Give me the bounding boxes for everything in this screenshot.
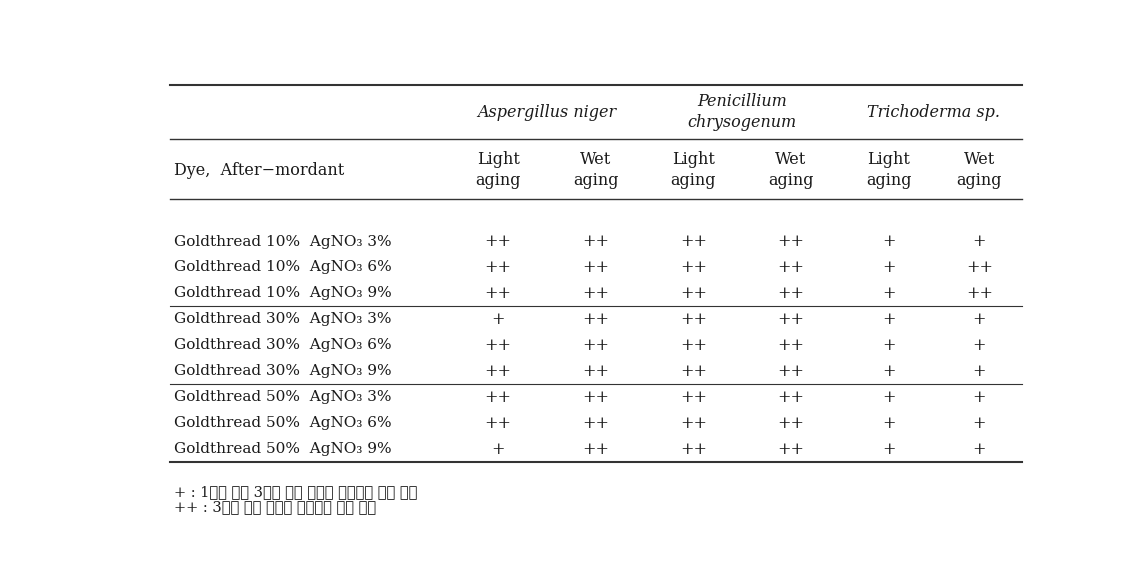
Text: Goldthread 50%  AgNO₃ 6%: Goldthread 50% AgNO₃ 6% [174, 416, 392, 430]
Text: ++: ++ [966, 259, 993, 276]
Text: ++: ++ [777, 233, 805, 250]
Text: Light
aging: Light aging [475, 152, 521, 189]
Text: ++: ++ [484, 363, 512, 380]
Text: +: + [491, 440, 505, 458]
Text: +: + [882, 233, 895, 250]
Text: ++: ++ [777, 415, 805, 432]
Text: Wet
aging: Wet aging [768, 152, 814, 189]
Text: ++: ++ [484, 389, 512, 406]
Text: +: + [973, 337, 986, 354]
Text: Goldthread 30%  AgNO₃ 3%: Goldthread 30% AgNO₃ 3% [174, 313, 392, 327]
Text: ++: ++ [582, 259, 609, 276]
Text: +: + [973, 440, 986, 458]
Text: Dye,  After−mordant: Dye, After−mordant [174, 162, 345, 179]
Text: ++: ++ [582, 389, 609, 406]
Text: +: + [882, 311, 895, 328]
Text: Goldthread 50%  AgNO₃ 9%: Goldthread 50% AgNO₃ 9% [174, 442, 392, 456]
Text: Goldthread 10%  AgNO₃ 6%: Goldthread 10% AgNO₃ 6% [174, 260, 392, 274]
Text: +: + [973, 415, 986, 432]
Text: Aspergillus niger: Aspergillus niger [477, 104, 616, 121]
Text: ++: ++ [680, 311, 706, 328]
Text: ++: ++ [582, 337, 609, 354]
Text: ++: ++ [680, 337, 706, 354]
Text: ++: ++ [582, 440, 609, 458]
Text: ++: ++ [680, 259, 706, 276]
Text: ++: ++ [582, 415, 609, 432]
Text: ++: ++ [777, 337, 805, 354]
Text: Goldthread 30%  AgNO₃ 9%: Goldthread 30% AgNO₃ 9% [174, 364, 392, 378]
Text: Light
aging: Light aging [866, 152, 911, 189]
Text: ++: ++ [484, 415, 512, 432]
Text: +: + [882, 259, 895, 276]
Text: +: + [973, 389, 986, 406]
Text: ++: ++ [777, 389, 805, 406]
Text: +: + [882, 285, 895, 302]
Text: Penicillium
chrysogenum: Penicillium chrysogenum [687, 94, 797, 131]
Text: ++: ++ [777, 311, 805, 328]
Text: + : 1주일 이상 3주일 미만 포자가 관찰되지 않는 시편: + : 1주일 이상 3주일 미만 포자가 관찰되지 않는 시편 [174, 486, 418, 500]
Text: Trichoderma sp.: Trichoderma sp. [868, 104, 1001, 121]
Text: ++: ++ [680, 285, 706, 302]
Text: ++: ++ [582, 233, 609, 250]
Text: +: + [882, 363, 895, 380]
Text: ++: ++ [680, 363, 706, 380]
Text: ++: ++ [680, 233, 706, 250]
Text: ++: ++ [582, 363, 609, 380]
Text: ++: ++ [680, 415, 706, 432]
Text: Wet
aging: Wet aging [572, 152, 618, 189]
Text: +: + [491, 311, 505, 328]
Text: ++: ++ [777, 285, 805, 302]
Text: ++ : 3주일 이상 포자가 관찰되지 않는 시편: ++ : 3주일 이상 포자가 관찰되지 않는 시편 [174, 500, 377, 514]
Text: ++: ++ [680, 440, 706, 458]
Text: ++: ++ [582, 311, 609, 328]
Text: +: + [973, 363, 986, 380]
Text: ++: ++ [680, 389, 706, 406]
Text: ++: ++ [484, 233, 512, 250]
Text: ++: ++ [484, 259, 512, 276]
Text: +: + [973, 311, 986, 328]
Text: ++: ++ [777, 259, 805, 276]
Text: ++: ++ [966, 285, 993, 302]
Text: Goldthread 10%  AgNO₃ 3%: Goldthread 10% AgNO₃ 3% [174, 235, 392, 249]
Text: +: + [882, 337, 895, 354]
Text: +: + [882, 389, 895, 406]
Text: +: + [973, 233, 986, 250]
Text: ++: ++ [777, 440, 805, 458]
Text: ++: ++ [582, 285, 609, 302]
Text: +: + [882, 440, 895, 458]
Text: ++: ++ [484, 285, 512, 302]
Text: ++: ++ [484, 337, 512, 354]
Text: Wet
aging: Wet aging [957, 152, 1002, 189]
Text: Goldthread 30%  AgNO₃ 6%: Goldthread 30% AgNO₃ 6% [174, 338, 392, 352]
Text: ++: ++ [777, 363, 805, 380]
Text: Light
aging: Light aging [671, 152, 716, 189]
Text: Goldthread 10%  AgNO₃ 9%: Goldthread 10% AgNO₃ 9% [174, 286, 392, 300]
Text: +: + [882, 415, 895, 432]
Text: Goldthread 50%  AgNO₃ 3%: Goldthread 50% AgNO₃ 3% [174, 390, 392, 404]
